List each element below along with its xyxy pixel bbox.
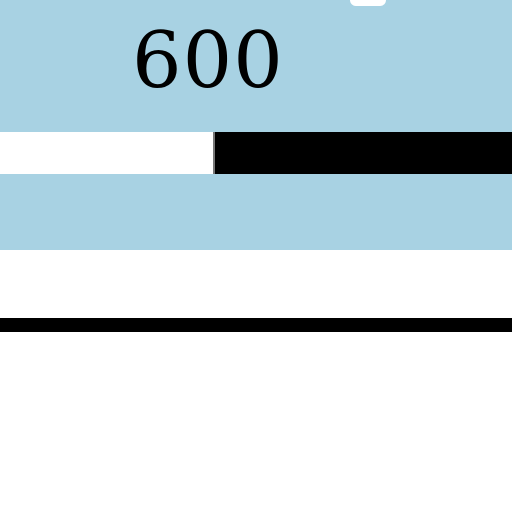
progress-bar-fill xyxy=(0,132,216,174)
value-panel: 600 xyxy=(0,0,512,250)
partial-shape-top xyxy=(350,0,386,6)
horizontal-divider xyxy=(0,318,512,332)
value-label: 600 xyxy=(132,16,284,106)
progress-bar xyxy=(0,132,512,174)
